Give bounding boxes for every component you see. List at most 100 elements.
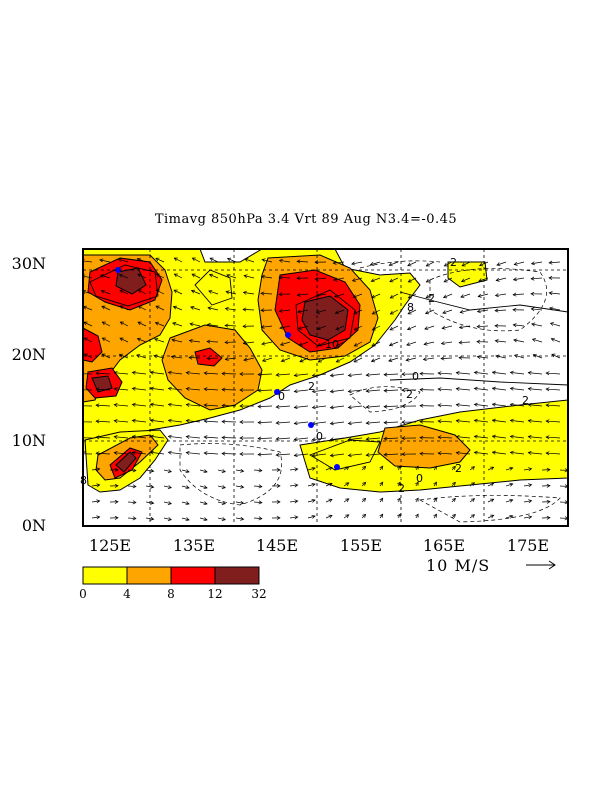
wind-arrow [99,258,111,263]
wind-arrow [239,404,255,409]
wind-arrow [185,386,201,391]
wind-arrow [91,515,101,520]
wind-arrow [253,468,263,473]
wind-arrow [425,293,435,299]
wind-arrow [199,501,208,506]
wind-arrow [455,418,471,423]
wind-arrow [289,499,299,504]
wind-arrow [469,482,476,487]
wind-arrow [293,437,309,442]
wind-arrow [95,403,111,408]
wind-arrow [365,404,381,409]
wind-arrow [260,291,273,296]
wind-arrow [293,389,309,394]
wind-arrow [343,514,350,519]
wind-arrow [388,357,399,362]
wind-arrow [275,452,291,457]
wind-arrow [407,309,417,315]
wind-arrow [109,515,119,520]
wind-arrow [347,453,363,458]
wind-arrow [451,513,456,519]
wind-arrow [513,261,525,266]
wind-arrow [208,273,219,279]
wind-arrow [437,371,453,376]
wind-arrow [235,500,245,505]
wind-arrow [361,513,367,519]
wind-arrow [406,325,417,331]
contour-label: 2 [308,380,315,393]
wind-arrow [437,387,453,392]
wind-arrow [491,418,507,423]
wind-arrow [509,386,525,391]
wind-arrow [278,292,291,297]
wind-arrow [423,341,435,346]
wind-arrow [261,341,273,346]
colorbar-swatch [126,566,172,585]
wind-arrow [443,261,453,267]
wind-arrow [415,465,419,471]
wind-arrow [101,337,111,343]
wind-arrow [181,469,190,474]
wind-arrow [545,371,561,376]
wind-arrow [383,452,399,457]
wind-arrow [329,405,345,410]
wind-arrow [419,419,435,424]
wind-arrow [242,341,255,345]
wind-arrow [185,450,201,455]
wind-arrow [458,340,471,345]
wind-arrow [191,273,201,279]
wind-arrow [167,418,183,423]
wind-arrow [491,386,507,391]
wind-arrow [131,386,147,391]
wind-arrow [473,370,489,375]
wind-arrow [206,322,219,327]
wind-arrow [401,452,417,457]
wind-arrow [397,497,401,503]
wind-arrow [424,309,435,315]
wind-arrow [253,500,263,505]
wind-arrow [329,421,345,426]
wind-arrow [548,260,561,265]
wind-arrow [422,357,435,362]
wind-arrow [437,419,453,424]
wind-arrow [401,420,417,425]
wind-arrow [149,418,165,423]
wind-arrow [278,308,291,313]
wind-arrow [401,388,417,393]
wind-arrow [343,482,350,487]
wind-arrow [549,322,561,327]
wind-arrow [455,450,471,455]
wind-arrow [451,481,456,487]
wind-arrow [545,451,561,456]
wind-arrow [550,337,561,343]
wind-arrow [173,289,183,295]
wind-arrow [163,501,172,505]
colorbar [82,566,260,585]
wind-arrow [317,357,327,363]
wind-arrow [513,338,525,343]
wind-arrow [478,277,489,283]
wind-arrow [530,276,543,281]
wind-arrow [167,434,183,439]
wind-arrow [261,357,273,362]
wind-arrow [371,293,381,299]
wind-arrow [113,451,129,455]
wind-arrow [83,337,93,343]
wind-arrow [460,293,471,299]
wind-arrow [217,485,226,489]
wind-arrow [476,324,489,329]
wind-arrow [473,386,489,391]
wind-arrow [208,289,219,295]
wind-arrow [191,257,201,263]
wind-arrow [433,513,437,519]
wind-arrow [189,322,201,327]
wind-arrow [190,306,201,311]
wind-arrow [293,421,309,426]
wind-arrow [127,500,137,505]
x-tick-label: 165E [422,536,466,555]
wind-arrow [415,481,419,487]
wind-arrow [437,435,453,440]
wind-arrow [206,339,219,344]
wind-arrow [325,482,333,487]
wind-arrow [203,435,219,440]
